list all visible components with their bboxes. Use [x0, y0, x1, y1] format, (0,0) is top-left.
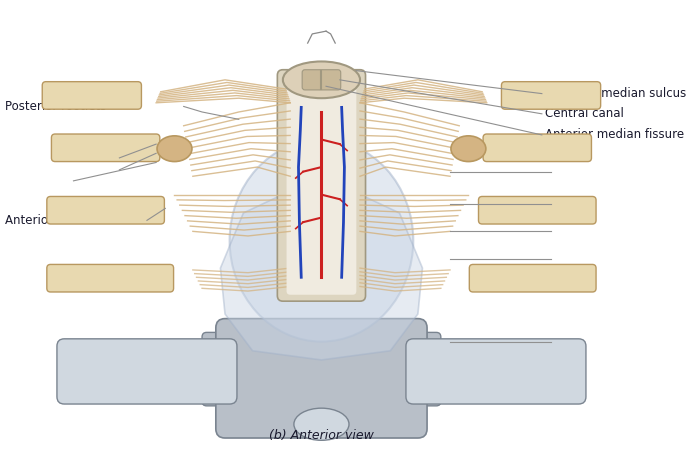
Ellipse shape [230, 139, 413, 341]
FancyBboxPatch shape [202, 333, 257, 406]
FancyBboxPatch shape [483, 134, 592, 162]
FancyBboxPatch shape [479, 196, 596, 224]
FancyBboxPatch shape [501, 81, 601, 109]
Text: Posterior rootlets: Posterior rootlets [5, 100, 106, 113]
FancyBboxPatch shape [216, 318, 427, 438]
Polygon shape [220, 176, 423, 360]
Text: Posterior median sulcus: Posterior median sulcus [545, 87, 686, 100]
FancyBboxPatch shape [277, 70, 365, 301]
Ellipse shape [157, 136, 192, 162]
Ellipse shape [283, 61, 360, 98]
FancyBboxPatch shape [286, 74, 356, 295]
FancyBboxPatch shape [42, 81, 141, 109]
Text: Anterior median fissure: Anterior median fissure [545, 129, 684, 141]
FancyBboxPatch shape [57, 339, 237, 404]
FancyBboxPatch shape [47, 264, 174, 292]
Text: (b) Anterior view: (b) Anterior view [269, 429, 374, 442]
Text: Anterior rootlets: Anterior rootlets [5, 214, 102, 227]
FancyBboxPatch shape [47, 196, 164, 224]
Text: Central canal: Central canal [545, 107, 624, 120]
FancyBboxPatch shape [469, 264, 596, 292]
FancyBboxPatch shape [302, 70, 341, 90]
FancyBboxPatch shape [386, 333, 441, 406]
FancyBboxPatch shape [51, 134, 160, 162]
FancyBboxPatch shape [406, 339, 586, 404]
Ellipse shape [451, 136, 486, 162]
Ellipse shape [294, 408, 349, 440]
